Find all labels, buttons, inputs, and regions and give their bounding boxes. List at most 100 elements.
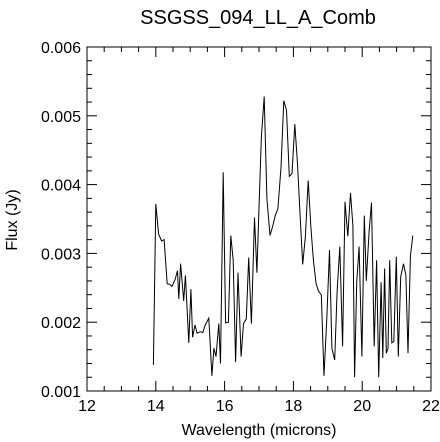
data-point (194, 324, 195, 325)
data-point (164, 239, 165, 240)
data-point (200, 331, 201, 332)
data-point (213, 348, 214, 349)
y-axis-tick-labels: 0.001 0.002 0.003 0.004 0.005 0.006 (41, 40, 81, 401)
data-point (254, 217, 255, 218)
x-tick-label: 14 (147, 398, 165, 415)
data-point (243, 323, 244, 324)
x-axis-label: Wavelength (microns) (181, 422, 336, 439)
data-point (300, 218, 301, 219)
x-tick-label: 18 (285, 398, 303, 415)
data-point (208, 318, 209, 319)
data-point (211, 375, 212, 376)
data-point (248, 257, 249, 258)
data-point (329, 249, 330, 250)
data-point (337, 291, 338, 292)
x-tick-label: 12 (78, 398, 96, 415)
data-point (323, 375, 324, 376)
data-point (218, 323, 219, 324)
data-point (294, 124, 295, 125)
data-point (241, 356, 242, 357)
data-point (366, 280, 367, 281)
data-point (371, 202, 372, 203)
y-tick-label: 0.005 (41, 109, 81, 126)
data-point (344, 201, 345, 202)
data-point (220, 363, 221, 364)
flux-series (152, 96, 414, 378)
x-axis-tick-labels: 12 14 16 18 20 22 (78, 398, 440, 415)
data-point (356, 282, 357, 283)
data-point (389, 260, 390, 261)
data-point (280, 167, 281, 168)
data-point (188, 342, 189, 343)
data-point (180, 263, 181, 264)
data-point (230, 235, 231, 236)
data-point (378, 377, 379, 378)
data-point (277, 208, 278, 209)
data-point (190, 289, 191, 290)
data-point (310, 227, 311, 228)
data-point (382, 357, 383, 358)
data-point (259, 198, 260, 199)
x-tick-label: 22 (422, 398, 440, 415)
data-point (178, 298, 179, 299)
data-point (161, 240, 162, 241)
y-tick-label: 0.002 (41, 315, 81, 332)
data-point (305, 236, 306, 237)
data-point (391, 342, 392, 343)
data-point (261, 136, 262, 137)
data-point (246, 318, 247, 319)
data-point (291, 173, 292, 174)
data-point (407, 353, 408, 354)
data-point (347, 236, 348, 237)
data-point (233, 260, 234, 261)
data-point (364, 215, 365, 216)
data-point (223, 172, 224, 173)
data-point (313, 260, 314, 261)
y-tick-label: 0.006 (41, 40, 81, 57)
data-point (256, 272, 257, 273)
data-point (321, 294, 322, 295)
data-point (264, 96, 265, 97)
data-point (228, 322, 229, 323)
data-point (155, 203, 156, 204)
data-point (334, 359, 335, 360)
data-point (386, 353, 387, 354)
data-point (171, 286, 172, 287)
data-point (405, 275, 406, 276)
data-point (369, 231, 370, 232)
data-point (384, 268, 385, 269)
data-point (308, 180, 309, 181)
data-point (302, 264, 303, 265)
data-point (269, 235, 270, 236)
data-point (318, 291, 319, 292)
data-point (204, 325, 205, 326)
data-point (286, 110, 287, 111)
data-point (352, 225, 353, 226)
data-point (398, 356, 399, 357)
data-point (316, 283, 317, 284)
data-point (350, 192, 351, 193)
data-point (403, 263, 404, 264)
data-point (297, 163, 298, 164)
data-point (275, 215, 276, 216)
data-point (175, 279, 176, 280)
data-point (393, 341, 394, 342)
data-point (237, 272, 238, 273)
data-point (396, 256, 397, 257)
y-tick-label: 0.004 (41, 178, 81, 195)
data-point (169, 284, 170, 285)
data-point (272, 225, 273, 226)
data-point (331, 348, 332, 349)
data-point (192, 337, 193, 338)
flux-line (152, 96, 414, 378)
data-point (235, 362, 236, 363)
data-point (359, 246, 360, 247)
data-point (251, 323, 252, 324)
data-point (167, 283, 168, 284)
x-tick-label: 16 (216, 398, 234, 415)
data-point (202, 332, 203, 333)
data-point (153, 364, 154, 365)
data-point (381, 282, 382, 283)
data-point (326, 318, 327, 319)
data-point (400, 276, 401, 277)
